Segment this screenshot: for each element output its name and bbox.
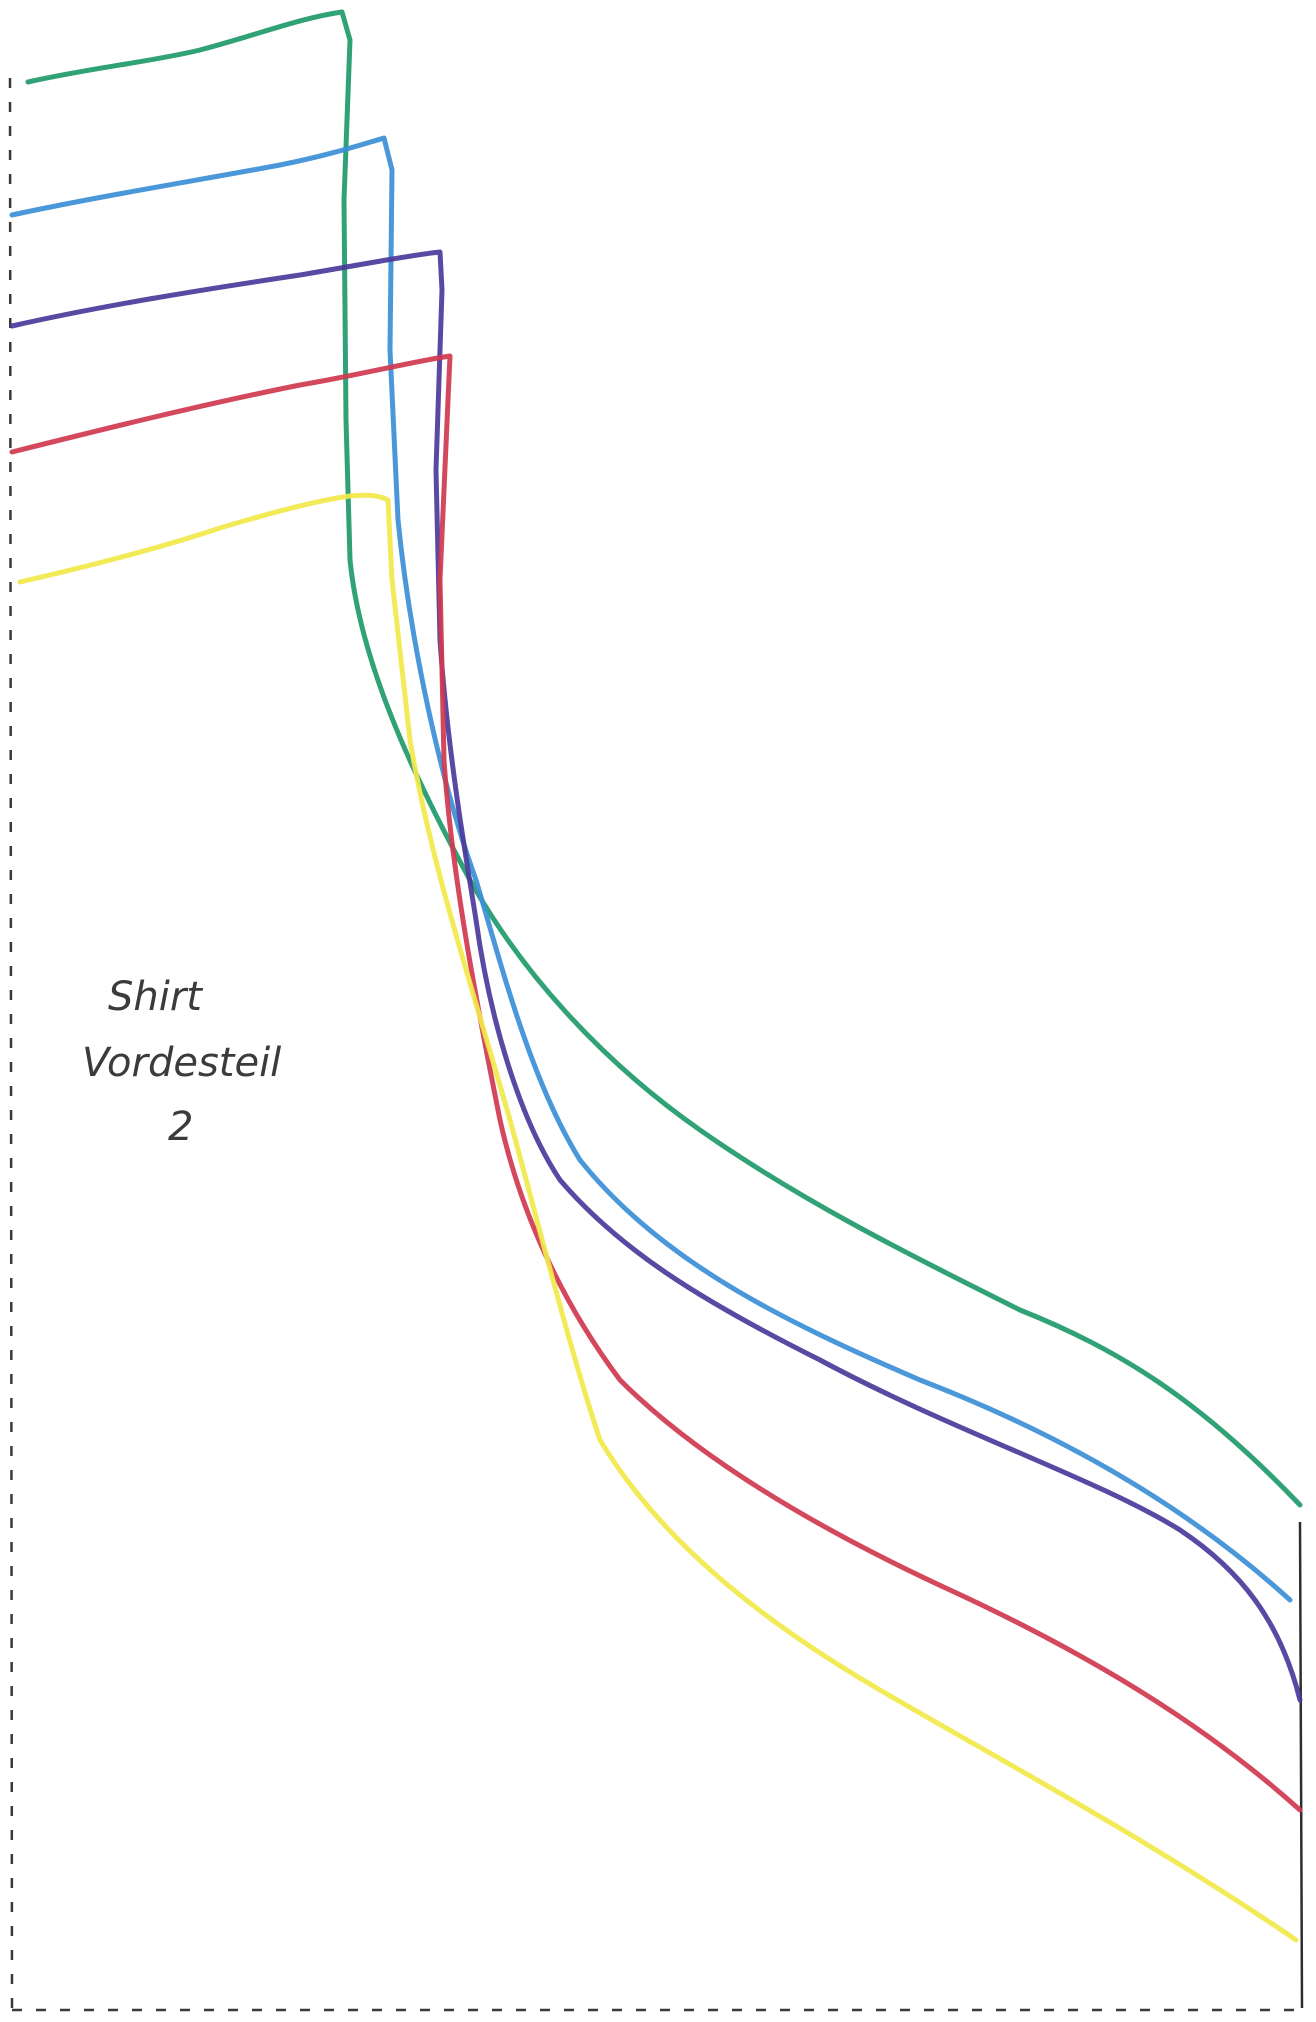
- pattern-label-title: Shirt: [108, 974, 203, 1020]
- hem-edge-right: [1298, 1521, 1304, 2009]
- size-line-green: [25, 9, 1303, 1508]
- fold-line-left: [8, 77, 14, 2011]
- size-line-blue: [9, 135, 1293, 1603]
- pattern-label-number: 2: [168, 1104, 193, 1150]
- size-line-purple: [9, 249, 1303, 1703]
- size-line-red: [9, 353, 1303, 1813]
- pattern-label-piece: Vordesteil: [82, 1040, 281, 1086]
- size-line-yellow: [17, 492, 1299, 1943]
